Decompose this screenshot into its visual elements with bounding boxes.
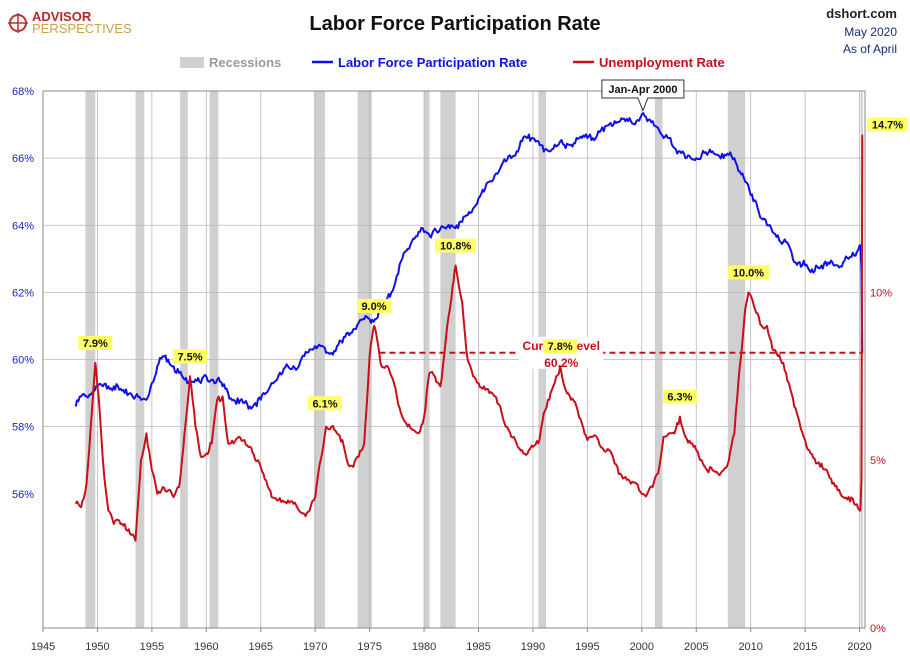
callout-label: Jan-Apr 2000 [608,84,677,96]
peak-label: 6.3% [667,392,692,404]
chart-title: Labor Force Participation Rate [309,13,600,35]
x-tick-label: 2000 [630,641,654,653]
y-axis-right: 0% 5% 10% [870,287,892,635]
x-tick-label: 1995 [575,641,599,653]
peak-label-bg [172,349,207,364]
y-tick-label: 68% [12,86,34,98]
x-tick-label: 1965 [249,641,273,653]
peak-label-bg [307,396,342,411]
y-right-tick-label: 10% [870,287,892,299]
gridlines [43,91,865,628]
x-tick-label: 2010 [738,641,762,653]
y-axis-left: 58% 60% 62% 64% 66% 68% 56% [12,86,34,501]
y-tick-label: 56% [12,489,34,501]
source-asof: As of April [843,42,897,56]
legend: Recessions Labor Force Participation Rat… [180,55,725,70]
unemployment-line [74,134,864,542]
plot-frame [42,90,866,629]
peak-label-bg [78,335,113,350]
peak-label-bg [867,117,908,132]
peak-label: 7.9% [83,338,108,350]
peak-label: 10.8% [440,241,471,253]
y-tick-label: 66% [12,153,34,165]
lfpr-line [74,112,864,410]
series-lines [74,112,864,542]
legend-unemployment-label: Unemployment Rate [599,55,725,70]
legend-lfpr-label: Labor Force Participation Rate [338,55,527,70]
y-tick-label: 62% [12,287,34,299]
brand-line1: ADVISOR [32,9,92,24]
y-tick-label: 58% [12,422,34,434]
x-axis: 1945 1950 1955 1960 1965 1970 1975 1980 1985 1990… [31,628,872,653]
y-right-tick-label: 0% [870,623,886,635]
current-level-value: 60.2% [544,356,578,370]
peak-label-bg [435,238,477,253]
x-tick-label: 1970 [303,641,327,653]
brand-logo: ADVISOR PERSPECTIVES [8,9,132,36]
x-tick-label: 2020 [847,641,871,653]
y-tick-label: 64% [12,220,34,232]
x-tick-label: 1960 [194,641,218,653]
x-tick-label: 1980 [412,641,436,653]
y-tick-label: 60% [12,355,34,367]
callout-box [601,79,685,112]
x-tick-label: 1975 [357,641,381,653]
source-site: dshort.com [826,6,897,21]
peak-label: 7.5% [177,351,202,363]
source-date: May 2020 [844,25,897,39]
x-tick-label: 1945 [31,641,55,653]
peak-label-bg [356,298,391,313]
peak-label-bg [543,339,578,354]
peak-label: 7.8% [548,341,573,353]
peak-label: 6.1% [312,398,337,410]
x-tick-label: 2005 [684,641,708,653]
peak-label: 10.0% [733,267,764,279]
legend-recession-swatch [180,57,204,68]
y-right-tick-label: 5% [870,455,886,467]
x-tick-label: 1955 [140,641,164,653]
peak-label: 14.7% [872,120,903,132]
brand-line2: PERSPECTIVES [32,21,132,36]
peak-label-bg [728,265,770,280]
peak-label-bg [662,389,697,404]
x-tick-label: 2015 [793,641,817,653]
x-tick-label: 1990 [521,641,545,653]
peak-label: 9.0% [361,301,386,313]
x-tick-label: 1985 [466,641,490,653]
annotations: 7.9% 7.5% 6.1% 9.0% 10.8% 7.8% 6.3% 10.0% 14.7% J… [78,79,908,411]
x-tick-label: 1950 [85,641,109,653]
legend-recessions-label: Recessions [209,55,281,70]
